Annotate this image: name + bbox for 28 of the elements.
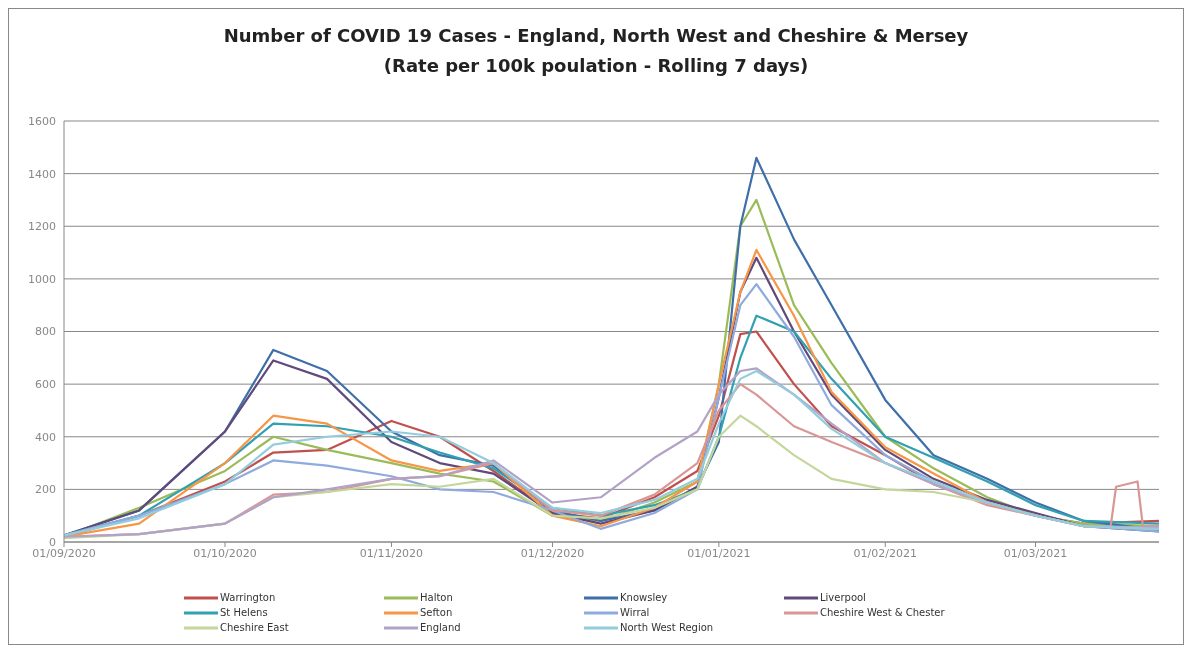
y-tick-label: 0 [49, 535, 56, 549]
legend-label: Cheshire East [220, 622, 289, 633]
legend-label: England [420, 622, 461, 633]
y-tick-label: 600 [35, 378, 56, 392]
x-tick-label: 01/09/2020 [32, 546, 96, 560]
x-tick-label: 01/11/2020 [359, 546, 424, 560]
y-tick-label: 1000 [28, 272, 56, 286]
x-tick-label: 01/02/2021 [853, 546, 917, 560]
y-tick-label: 1400 [28, 167, 56, 181]
legend-label: Cheshire West & Chester [820, 607, 945, 618]
y-tick-label: 200 [35, 483, 56, 497]
legend-label: Warrington [220, 592, 276, 603]
x-tick-label: 01/03/2021 [1003, 546, 1068, 560]
y-tick-label: 800 [35, 325, 56, 339]
x-tick-label: 01/10/2020 [193, 546, 257, 560]
legend-label: St Helens [220, 607, 268, 618]
legend-label: Halton [420, 592, 453, 603]
y-tick-label: 1600 [28, 114, 56, 128]
legend-label: Liverpool [820, 592, 866, 603]
y-tick-label: 1200 [28, 220, 56, 234]
y-tick-label: 400 [35, 430, 56, 444]
x-tick-label: 01/01/2021 [687, 546, 751, 560]
legend-label: Wirral [620, 607, 650, 618]
legend-label: Sefton [420, 607, 453, 618]
legend-label: North West Region [620, 622, 714, 633]
x-tick-label: 01/12/2020 [520, 546, 585, 560]
legend-label: Knowsley [620, 592, 668, 603]
chart-title: Number of COVID 19 Cases - England, North West and Cheshire & Mersey (Rate per 100k poulation - Rolling 7 days) [222, 24, 970, 78]
